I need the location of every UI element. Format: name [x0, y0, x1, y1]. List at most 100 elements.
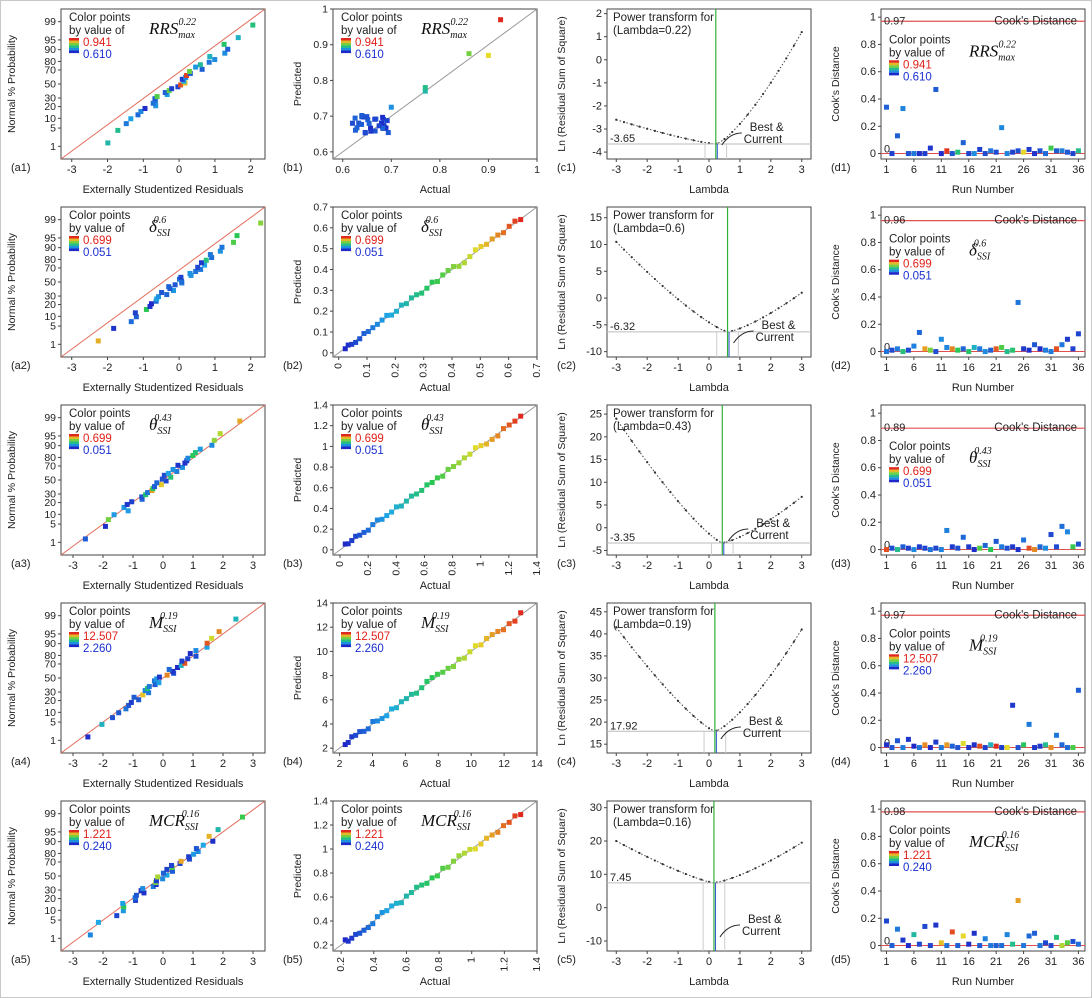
boxcox-point — [692, 875, 695, 879]
predicted-point — [365, 329, 371, 335]
y-axis-label: Ln (Residual Sum of Square) — [556, 16, 568, 151]
legend-swatch-band — [69, 434, 79, 437]
legend-swatch-band — [889, 850, 899, 854]
y-tick-label: 0 — [870, 544, 876, 556]
boxcox-point — [754, 103, 757, 106]
boxcox-plot-1: -3 -2 -1 0 1 2 3 -4 -3 -2 -1 0 1 2 -3.65 Power transfor… — [556, 8, 812, 196]
x-tick-label: 2 — [768, 164, 774, 176]
x-tick-label: 16 — [963, 362, 975, 374]
y-tick-label: 80 — [44, 254, 56, 266]
legend-title: Color points — [341, 12, 403, 24]
predicted-point — [403, 301, 409, 307]
predicted-point — [434, 279, 440, 285]
residual-point — [206, 833, 212, 839]
cooks-point — [982, 542, 988, 548]
x-tick-label: 0 — [160, 956, 166, 968]
predicted-point — [380, 125, 386, 131]
cooks-point — [922, 923, 928, 929]
x-tick-label: -2 — [642, 164, 652, 176]
x-tick-label: 21 — [990, 560, 1002, 572]
cooks-point — [883, 104, 889, 110]
cooks-point — [1021, 742, 1027, 748]
x-tick-label: 1 — [190, 956, 196, 968]
zero-value-label: 0 — [884, 342, 890, 354]
legend-swatch-band — [889, 469, 899, 473]
boxcox-point — [761, 316, 765, 319]
cooks-point — [1021, 149, 1027, 155]
residual-point — [95, 919, 101, 925]
x-axis-label: Externally Studentized Residuals — [83, 382, 244, 394]
residual-point — [170, 288, 176, 294]
cooks-point — [927, 347, 933, 353]
cooks-point — [1048, 145, 1054, 151]
y-tick-label: 95 — [44, 628, 56, 640]
residual-point — [193, 653, 199, 659]
legend-swatch-band — [341, 632, 351, 635]
predicted-point — [429, 279, 435, 285]
cooks-point — [1059, 342, 1065, 348]
cooks-point — [889, 151, 895, 157]
boxcox-title: Power transform for — [613, 804, 714, 816]
cooks-point — [960, 740, 966, 746]
y-tick-label: 25 — [590, 409, 602, 421]
boxcox-point — [646, 270, 649, 274]
legend-swatch-band — [69, 50, 79, 54]
y-tick-label: 20 — [44, 695, 56, 707]
cooks-point — [999, 125, 1005, 131]
predicted-point — [374, 914, 380, 920]
cooks-point — [938, 940, 944, 946]
predicted-point — [489, 632, 495, 638]
boxcox-point — [646, 127, 649, 130]
x-tick-label: 3 — [250, 956, 256, 968]
legend-high-value: 0.941 — [903, 59, 932, 71]
boxcox-point — [615, 240, 618, 243]
predicted-point — [478, 642, 484, 648]
panel-tag: (b3) — [283, 558, 303, 570]
cooks-point — [1026, 146, 1032, 152]
boxcox-point — [661, 131, 664, 135]
x-axis-label: Lambda — [689, 580, 730, 592]
residual-point — [216, 629, 222, 635]
x-axis-label: Run Number — [952, 382, 1015, 394]
x-tick-label: -2 — [642, 560, 652, 572]
legend-high-value: 0.699 — [355, 433, 384, 445]
cooks-point — [927, 943, 933, 949]
x-tick-label: -2 — [98, 560, 108, 572]
boxcox-point — [761, 863, 765, 866]
boxcox-point — [707, 727, 711, 730]
response-symbol: θSSI0.43 — [969, 446, 992, 470]
y-tick-label: 0 — [596, 54, 602, 66]
response-symbol: θSSI0.43 — [149, 413, 172, 437]
cooks-point — [955, 149, 961, 155]
cooks-point — [982, 151, 988, 157]
x-tick-label: 26 — [1017, 560, 1029, 572]
y-tick-label: 0.4 — [861, 94, 876, 106]
residual-point — [87, 932, 93, 938]
boxcox-point — [661, 863, 664, 866]
boxcox-point — [700, 140, 703, 143]
boxcox-point — [754, 867, 757, 870]
boxcox-title: Power transform for — [613, 210, 714, 222]
predicted-point — [489, 436, 495, 442]
predicted-point — [518, 413, 524, 419]
legend-swatch-band — [889, 264, 899, 268]
cooks-point — [927, 547, 933, 553]
boxcox-point — [622, 120, 626, 124]
residual-point — [170, 668, 176, 674]
y-tick-label: 30 — [44, 687, 56, 699]
predicted-point — [356, 120, 362, 126]
x-tick-label: -1 — [138, 362, 148, 374]
legend-title: Color points — [69, 804, 131, 816]
residual-point — [200, 842, 206, 848]
boxcox-point — [661, 683, 664, 686]
predicted-point — [352, 127, 358, 133]
cooks-point — [905, 347, 911, 353]
limit-value-label: 0.97 — [884, 15, 905, 27]
y-tick-label: 5 — [50, 717, 56, 729]
predicted-point — [345, 739, 351, 745]
residual-point — [178, 858, 184, 864]
y-tick-label: 20 — [44, 299, 56, 311]
cooks-point — [894, 547, 900, 553]
